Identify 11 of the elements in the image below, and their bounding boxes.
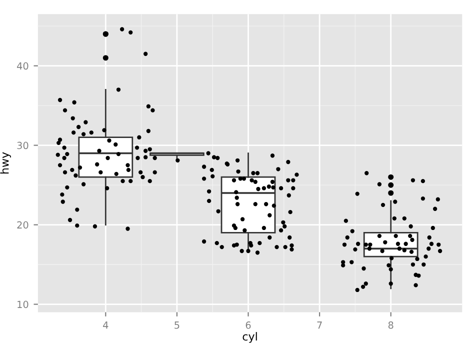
y-axis-title: hwy (0, 152, 11, 174)
x-tick-label: 5 (174, 322, 180, 329)
y-tick-label: 40 (16, 62, 28, 70)
y-tick-label: 30 (17, 142, 28, 150)
y-tick-label: 20 (17, 221, 28, 229)
x-tick-label: 8 (388, 321, 394, 329)
y-tick-label: 10 (18, 300, 28, 308)
x-tick-label: 4 (103, 322, 108, 329)
x-axis-title: cyl (242, 332, 257, 343)
x-tick-label: 7 (317, 322, 322, 329)
x-tick-label: 6 (246, 321, 251, 329)
